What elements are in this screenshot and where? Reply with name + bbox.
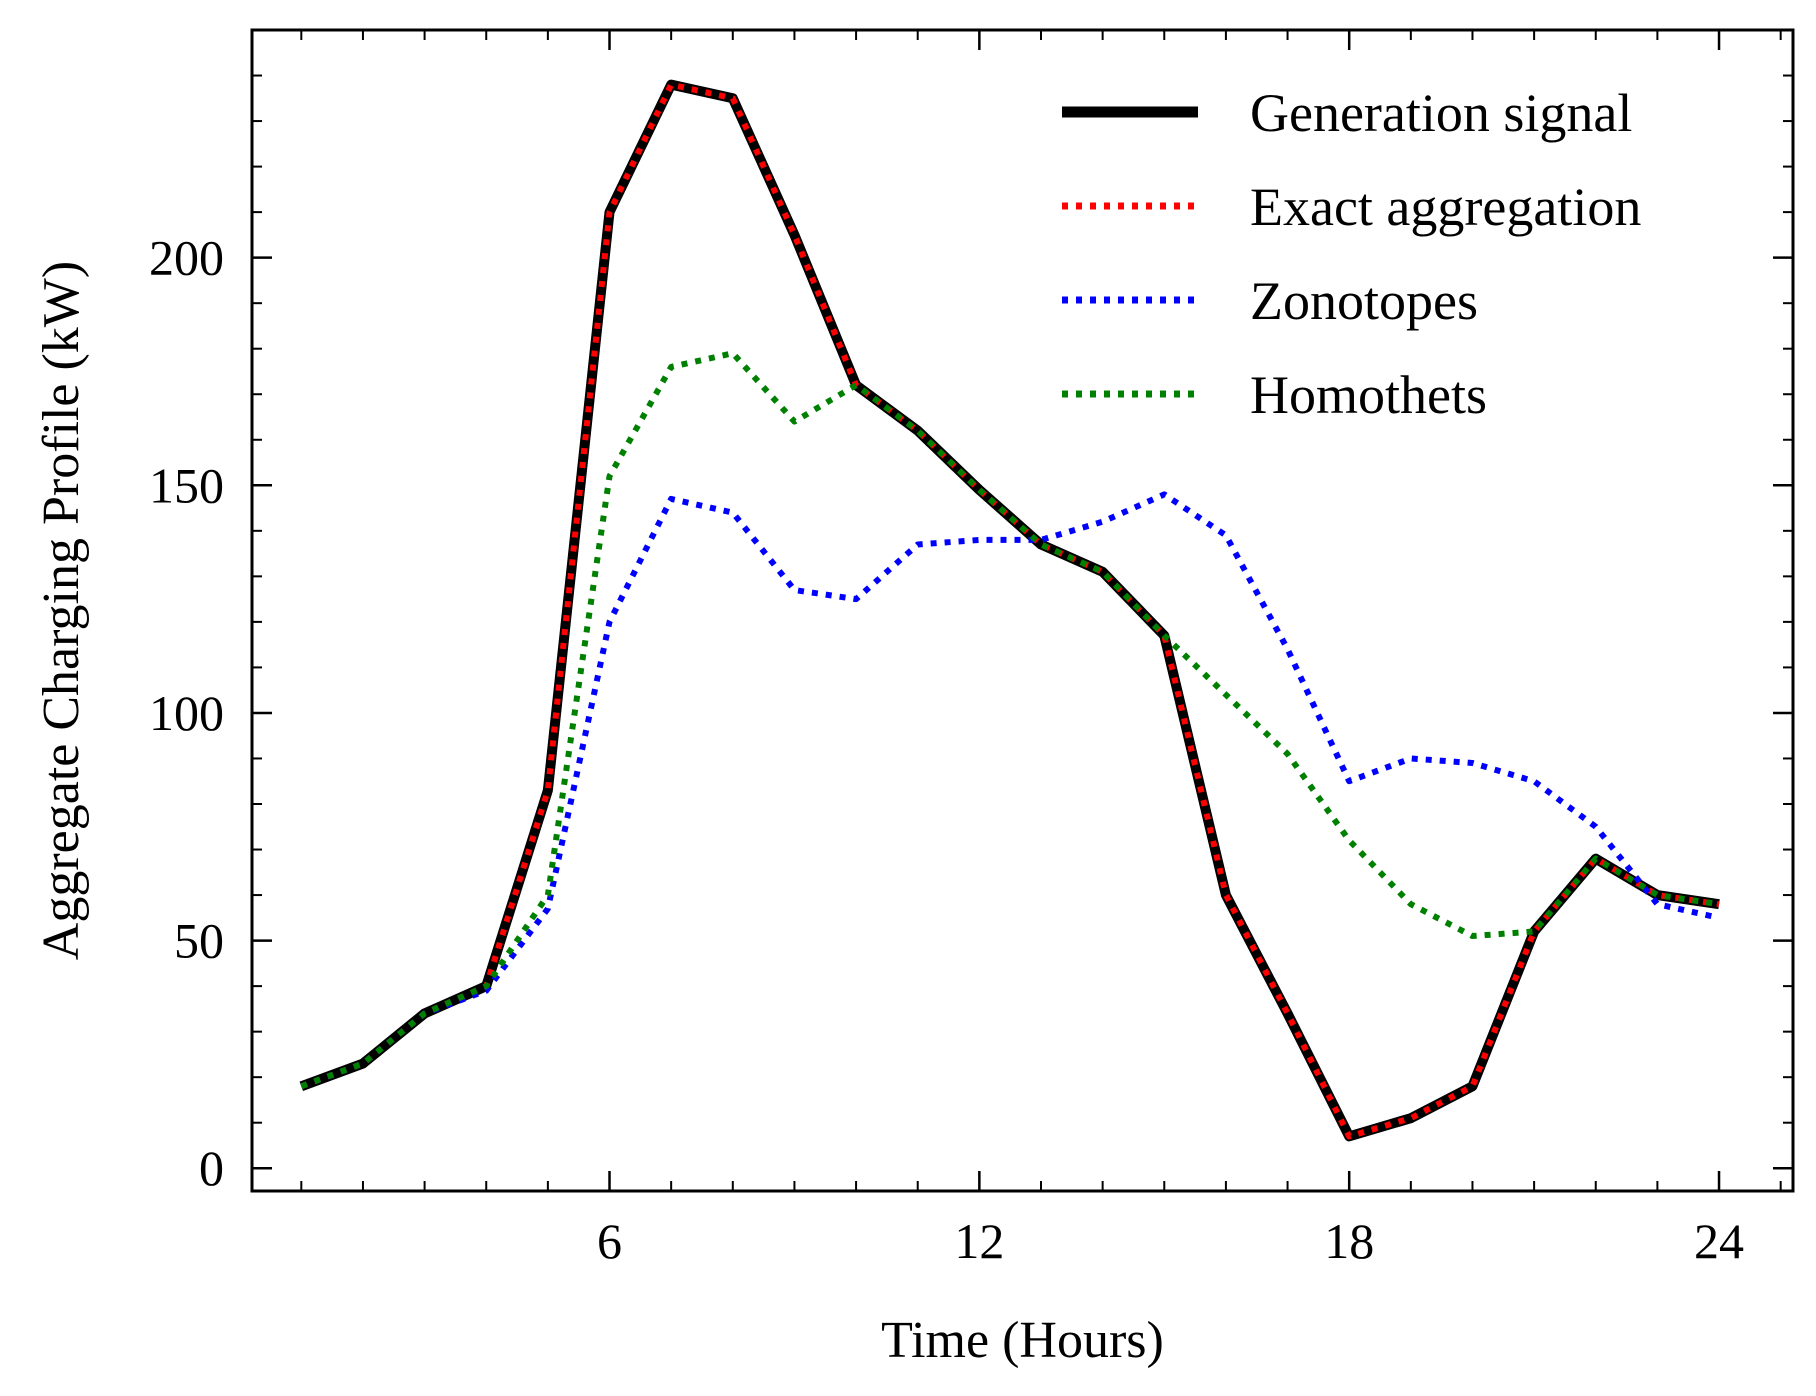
- y-tick-label: 0: [199, 1140, 224, 1196]
- legend-label-exact-aggregation: Exact aggregation: [1250, 177, 1641, 237]
- y-tick-label: 200: [149, 230, 224, 286]
- x-axis-label: Time (Hours): [881, 1312, 1164, 1369]
- legend: Generation signal Exact aggregation Zonoto…: [1062, 83, 1641, 425]
- y-tick-label: 150: [149, 457, 224, 513]
- y-tick-label: 50: [174, 913, 224, 969]
- legend-label-zonotopes: Zonotopes: [1250, 271, 1478, 331]
- x-tick-label: 6: [597, 1213, 622, 1269]
- legend-label-homothets: Homothets: [1250, 365, 1487, 425]
- series-line-homothets: [300, 350, 1720, 1090]
- series-line-generation-signal: [299, 79, 1720, 1142]
- axis-ticks: [252, 30, 1793, 1191]
- series-line-exact-aggregation: [300, 81, 1720, 1140]
- series-layer: [299, 79, 1720, 1142]
- series-line-zonotopes: [300, 491, 1720, 1090]
- tick-labels: 6 12 18 24 0 50 100 150 200: [149, 230, 1744, 1269]
- y-axis-label: Aggregate Charging Profile (kW): [33, 261, 90, 960]
- x-tick-label: 12: [954, 1213, 1004, 1269]
- x-tick-label: 18: [1324, 1213, 1374, 1269]
- legend-label-generation-signal: Generation signal: [1250, 83, 1632, 143]
- plot-frame: [250, 28, 1795, 1193]
- x-tick-label: 24: [1694, 1213, 1744, 1269]
- y-tick-label: 100: [149, 685, 224, 741]
